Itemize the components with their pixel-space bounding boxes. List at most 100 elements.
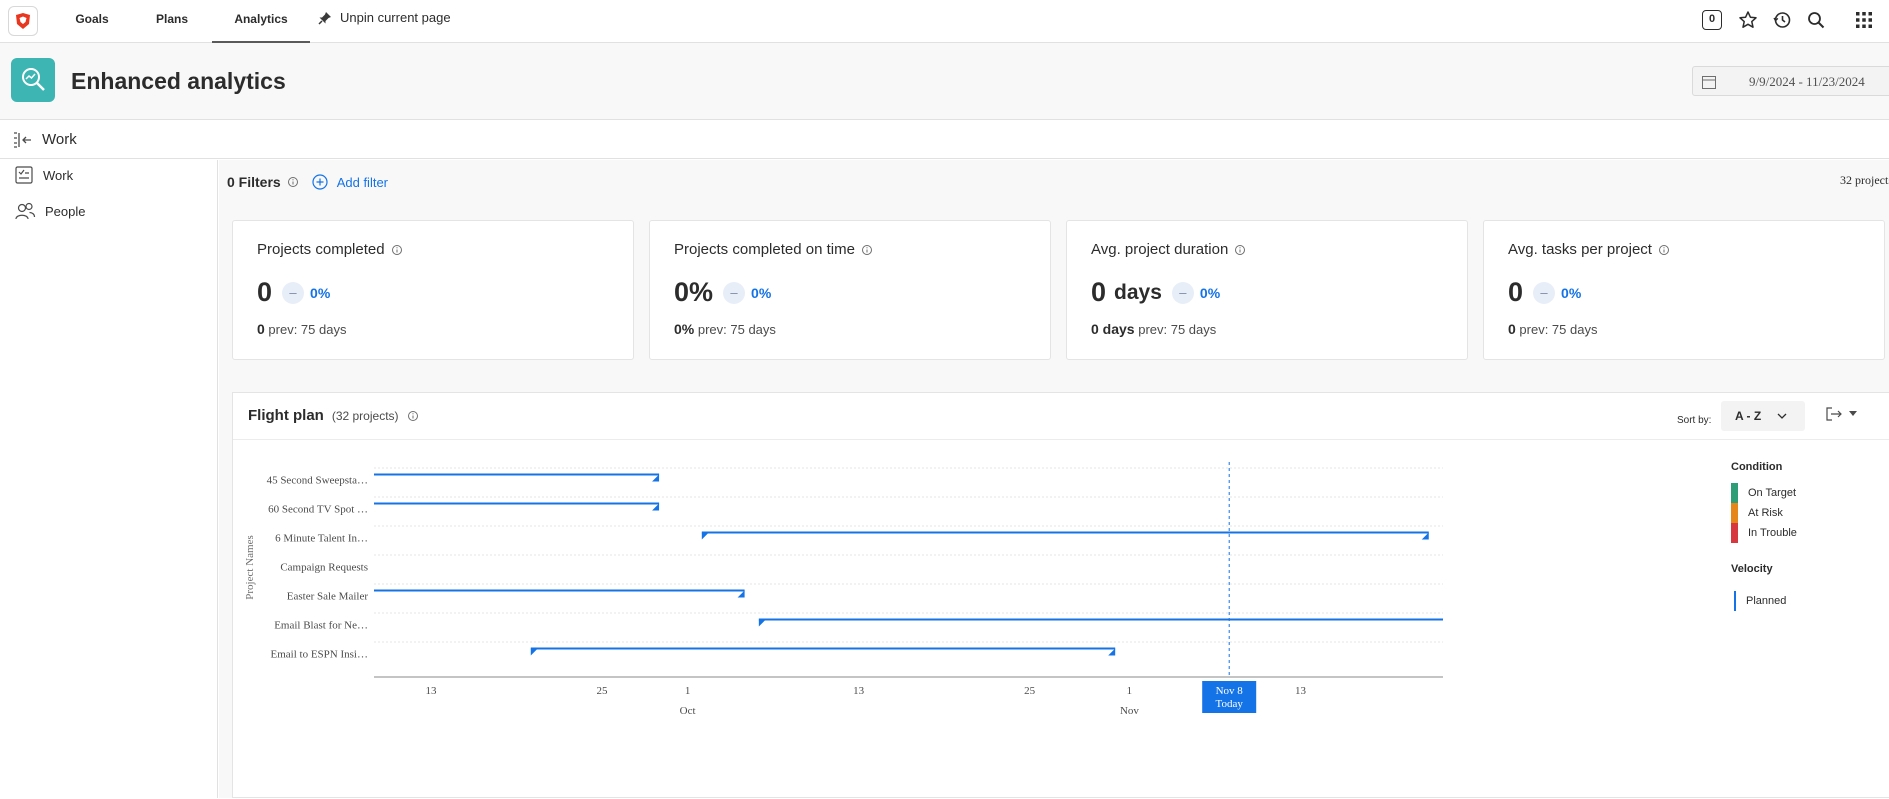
notifications-button[interactable]: 0 <box>1701 9 1723 31</box>
app-logo[interactable] <box>8 6 38 36</box>
collapse-panel-icon[interactable] <box>13 131 33 149</box>
star-icon <box>1739 11 1757 28</box>
info-icon[interactable] <box>391 244 403 256</box>
legend-item-at-risk: At Risk <box>1731 503 1889 523</box>
legend-swatch <box>1731 523 1738 543</box>
unpin-page-button[interactable]: Unpin current page <box>318 10 451 25</box>
card-avg-duration: Avg. project duration 0 days –0% 0 days p… <box>1066 220 1468 360</box>
card-change: 0% <box>310 284 331 301</box>
sidebar-item-people[interactable]: People <box>14 200 85 222</box>
card-projects-completed: Projects completed 0 –0% 0 prev: 75 days <box>232 220 634 360</box>
bar-end-marker <box>652 503 660 511</box>
export-button[interactable] <box>1825 406 1857 422</box>
date-range-picker[interactable]: 9/9/2024 - 11/23/2024 <box>1692 66 1889 96</box>
card-value: 0% <box>674 277 714 307</box>
app-switcher-button[interactable] <box>1853 9 1875 31</box>
project-name-label: Campaign Requests <box>280 562 368 574</box>
card-prev-label: prev: 75 days <box>697 322 776 337</box>
flight-plan-title: Flight plan <box>248 407 324 424</box>
sidebar: Work People <box>0 160 218 798</box>
card-change: 0% <box>751 284 772 301</box>
page-header: Enhanced analytics 9/9/2024 - 11/23/2024 <box>0 43 1889 120</box>
add-filter-button[interactable]: Add filter <box>336 174 389 190</box>
flight-plan-panel: Flight plan (32 projects) Sort by: A - Z… <box>232 392 1889 798</box>
bar-end-marker <box>737 590 745 598</box>
x-tick-month-label: Nov <box>1120 705 1139 717</box>
projects-count: 32 projects <box>1840 173 1889 187</box>
sort-select[interactable]: A - Z <box>1721 401 1805 431</box>
tab-goals[interactable]: Goals <box>75 12 109 26</box>
sidebar-item-label: People <box>45 203 86 219</box>
x-tick-label: 1 <box>1127 685 1133 697</box>
favorites-button[interactable] <box>1737 9 1759 31</box>
trend-neutral-icon: – <box>723 281 746 304</box>
x-tick-month-label: Oct <box>680 705 696 717</box>
legend-item-on-target: On Target <box>1731 483 1889 503</box>
card-value: 0 <box>1508 277 1524 307</box>
card-prev-value: 0 days <box>1091 321 1135 337</box>
legend-item-in-trouble: In Trouble <box>1731 523 1889 543</box>
card-prev-label: prev: 75 days <box>268 322 347 337</box>
info-icon[interactable] <box>287 176 299 188</box>
legend-velocity-title: Velocity <box>1731 563 1773 575</box>
search-icon <box>1808 12 1825 29</box>
add-filter-icon[interactable] <box>311 173 329 191</box>
bar-end-marker <box>1421 532 1429 540</box>
card-value: 0 <box>257 277 273 307</box>
card-prev-label: prev: 75 days <box>1519 322 1598 337</box>
analytics-app-icon <box>11 58 55 102</box>
legend-label: At Risk <box>1748 507 1783 519</box>
date-range-value: 9/9/2024 - 11/23/2024 <box>1749 74 1865 89</box>
legend-label: Planned <box>1746 595 1787 607</box>
x-tick-label: 13 <box>1295 685 1307 697</box>
legend-label: In Trouble <box>1748 527 1797 539</box>
bar-start-marker <box>530 648 538 656</box>
x-tick-label: 25 <box>1024 685 1036 697</box>
legend-item-planned: Planned <box>1731 591 1889 611</box>
bar-end-marker <box>1108 648 1116 656</box>
card-title: Projects completed on time <box>674 241 855 258</box>
calendar-icon <box>1702 76 1716 89</box>
today-marker <box>1202 681 1257 713</box>
card-prev-label: prev: 75 days <box>1138 322 1217 337</box>
project-name-label: Easter Sale Mailer <box>287 591 369 603</box>
sidebar-item-work[interactable]: Work <box>14 164 73 186</box>
info-icon[interactable] <box>861 244 873 256</box>
filters-count[interactable]: 0 Filters <box>227 174 281 190</box>
search-button[interactable] <box>1805 9 1827 31</box>
card-change: 0% <box>1561 284 1582 301</box>
analytics-magnifier-icon <box>22 68 45 91</box>
people-icon <box>15 202 36 220</box>
sidebar-item-label: Work <box>43 167 74 183</box>
legend-condition-title: Condition <box>1731 461 1783 473</box>
card-prev-value: 0 <box>257 321 265 337</box>
card-title: Projects completed <box>257 241 385 258</box>
tab-plans[interactable]: Plans <box>155 12 188 26</box>
bar-end-marker <box>652 474 660 482</box>
today-label: Today <box>1216 698 1244 710</box>
card-title: Avg. tasks per project <box>1508 241 1652 258</box>
flight-plan-subtitle: (32 projects) <box>331 408 399 423</box>
breadcrumb: Work <box>0 121 1889 159</box>
top-navigation-bar: Goals Plans Analytics Unpin current page… <box>0 0 1889 43</box>
notification-count: 0 <box>1702 10 1722 30</box>
info-icon[interactable] <box>407 410 419 422</box>
card-projects-on-time: Projects completed on time 0% –0% 0% pre… <box>649 220 1051 360</box>
bar-start-marker <box>701 532 709 540</box>
page-title: Enhanced analytics <box>71 68 286 94</box>
recents-button[interactable] <box>1771 9 1793 31</box>
card-change: 0% <box>1199 284 1221 301</box>
x-tick-label: 13 <box>853 685 865 697</box>
card-prev-value: 0% <box>674 321 695 337</box>
x-tick-label: 25 <box>597 685 609 697</box>
trend-neutral-icon: – <box>1533 281 1556 304</box>
card-value: 0 <box>1091 277 1107 307</box>
brand-logo-icon <box>16 13 30 29</box>
legend-swatch <box>1731 483 1738 503</box>
info-icon[interactable] <box>1658 244 1670 256</box>
grid-icon <box>1856 12 1872 28</box>
tab-analytics[interactable]: Analytics <box>212 0 310 43</box>
project-name-label: 45 Second Sweepsta… <box>267 475 368 487</box>
info-icon[interactable] <box>1234 244 1246 256</box>
work-icon <box>15 166 33 184</box>
